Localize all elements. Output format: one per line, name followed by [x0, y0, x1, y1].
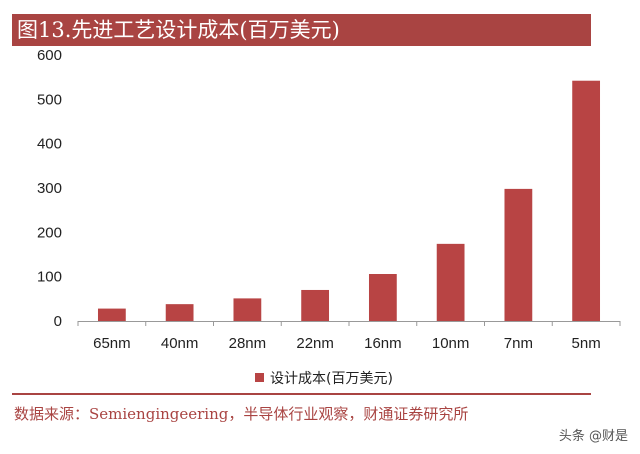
bar-28nm [233, 298, 262, 321]
source-note: 数据来源：Semiengingeering，半导体行业观察，财通证券研究所 [14, 405, 469, 423]
bar-7nm [504, 188, 533, 321]
chart-title: 图13.先进工艺设计成本(百万美元) [17, 18, 340, 42]
legend: 设计成本(百万美元) [255, 371, 393, 387]
x-tick-label: 7nm [504, 335, 533, 352]
watermark: 头条 @财是 [558, 429, 628, 444]
y-axis-ticks: 0 100 200 300 400 500 600 [37, 47, 62, 330]
y-tick-label: 100 [37, 269, 62, 286]
chart-title-bar: 图13.先进工艺设计成本(百万美元) [12, 14, 591, 46]
x-tick-label: 16nm [364, 335, 402, 352]
bar-16nm [368, 274, 397, 321]
y-tick-label: 500 [37, 91, 62, 108]
bar-5nm [572, 80, 601, 321]
x-tick-label: 40nm [161, 335, 199, 352]
bar-65nm [97, 308, 126, 321]
x-tick-label: 10nm [432, 335, 470, 352]
bar-22nm [301, 289, 330, 321]
bar-10nm [436, 243, 465, 321]
legend-label: 设计成本(百万美元) [270, 371, 393, 387]
y-tick-label: 0 [54, 313, 62, 330]
x-tick-label: 22nm [296, 335, 334, 352]
bar-series [97, 80, 601, 321]
y-tick-label: 200 [37, 224, 62, 241]
x-axis-labels: 65nm 40nm 28nm 22nm 16nm 10nm 7nm 5nm [93, 335, 601, 352]
bar-40nm [165, 304, 194, 321]
x-tick-label: 28nm [229, 335, 267, 352]
legend-swatch [255, 373, 264, 382]
x-tick-label: 5nm [572, 335, 601, 352]
x-tick-label: 65nm [93, 335, 131, 352]
y-tick-label: 600 [37, 47, 62, 64]
footer-divider [12, 393, 591, 395]
y-tick-label: 300 [37, 180, 62, 197]
y-tick-label: 400 [37, 136, 62, 153]
x-axis-ticks [77, 321, 621, 326]
